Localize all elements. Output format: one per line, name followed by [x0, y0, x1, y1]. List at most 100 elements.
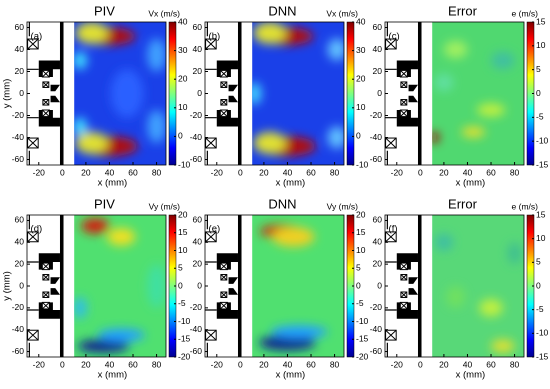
panel-label: (c) — [389, 31, 400, 42]
x-axis-label: x (mm) — [276, 370, 306, 381]
colorbar-tick-label: -5 — [356, 298, 364, 308]
nozzle — [408, 95, 418, 103]
nozzle-cross — [42, 99, 50, 106]
x-tick-label: 60 — [128, 359, 138, 369]
colorbar-label: Vy (m/s) — [149, 201, 180, 211]
y-tick-label: -60 — [370, 154, 383, 164]
x-tick-label: -20 — [33, 359, 46, 369]
colorbar-tick-label: -15 — [536, 351, 549, 361]
nozzle — [50, 288, 60, 295]
panel-label: (a) — [31, 31, 43, 42]
y-tick-label: 60 — [193, 215, 203, 225]
y-tick-label: -20 — [370, 302, 383, 312]
x-tick-label: 40 — [463, 167, 473, 177]
field-blob — [491, 339, 515, 353]
nozzle-cross — [27, 329, 39, 341]
panel-title: Error — [448, 3, 478, 18]
y-tick-label: 0 — [197, 280, 202, 290]
colorbar-tick-label: -10 — [536, 135, 549, 145]
colorbar-tick-label: 15 — [536, 16, 546, 26]
x-axis-label: x (mm) — [98, 370, 128, 381]
nozzle-line — [385, 215, 397, 357]
nozzle — [408, 84, 418, 92]
nozzle-cross — [205, 38, 217, 50]
colorbar-tick-label: 10 — [536, 40, 546, 50]
x-tick-label: 80 — [330, 167, 340, 177]
y-tick-label: 60 — [15, 22, 25, 32]
field-blob — [75, 22, 109, 44]
y-tick-label: 20 — [15, 258, 25, 268]
nozzle-cross — [220, 81, 228, 88]
field-blobs — [432, 40, 515, 143]
y-tick-label: 60 — [373, 215, 383, 225]
field-blobs — [252, 22, 344, 157]
x-tick-label: 20 — [439, 167, 449, 177]
nozzle — [237, 215, 242, 357]
x-tick-label: 60 — [306, 167, 316, 177]
field-blob — [446, 286, 466, 308]
y-tick-label: 40 — [193, 44, 203, 54]
panel-title: PIV — [94, 196, 115, 211]
panel-label: (f) — [389, 224, 398, 235]
y-tick-label: -60 — [370, 346, 383, 356]
colorbar-tick-label: 5 — [536, 257, 541, 267]
x-tick-label: 0 — [238, 359, 243, 369]
field-blob — [110, 69, 144, 118]
y-tick-label: -40 — [12, 132, 25, 142]
nozzle-cross — [400, 274, 408, 281]
x-tick-label: 0 — [418, 359, 423, 369]
nozzle — [50, 277, 60, 284]
y-tick-label: 20 — [15, 66, 25, 76]
colorbar-tick-label: 30 — [356, 45, 366, 55]
field-blob — [252, 82, 262, 105]
nozzle-line — [385, 22, 397, 165]
colorbar-label: Vy (m/s) — [327, 201, 358, 211]
field-blob — [434, 73, 454, 92]
field-blob — [74, 296, 88, 319]
field-blob — [461, 126, 486, 138]
x-tick-label: 40 — [105, 359, 115, 369]
x-tick-label: -20 — [33, 167, 46, 177]
nozzle — [417, 22, 422, 165]
colorbar-tick-label: 15 — [178, 227, 188, 237]
field-blob — [432, 132, 440, 143]
field-blob — [81, 218, 110, 234]
colorbar-tick-label: -15 — [356, 334, 369, 344]
field-blobs — [259, 224, 328, 351]
colorbar-tick-label: 30 — [178, 45, 188, 55]
field-blob — [253, 22, 287, 44]
panel-title: Error — [448, 196, 478, 211]
colorbar-tick-label: -10 — [356, 316, 369, 326]
colorbar-tick-label: 10 — [178, 245, 188, 255]
colorbar-tick-label: -5 — [178, 298, 186, 308]
field-blob — [327, 38, 344, 61]
x-tick-label: 20 — [259, 167, 269, 177]
x-tick-label: 40 — [105, 167, 115, 177]
field-blob — [147, 264, 166, 308]
y-tick-label: 0 — [197, 88, 202, 98]
nozzle — [237, 22, 242, 165]
y-tick-label: 40 — [15, 237, 25, 247]
nozzle-cross — [27, 38, 39, 50]
colorbar-tick-label: 0 — [356, 280, 361, 290]
colorbar-tick-label: 10 — [356, 102, 366, 112]
colorbar-label: Vx (m/s) — [326, 8, 358, 18]
field-blob — [253, 132, 287, 154]
field — [432, 215, 524, 357]
field-blob — [97, 328, 145, 342]
nozzle-cross — [385, 137, 397, 149]
colorbar-label: Vx (m/s) — [148, 8, 180, 18]
y-tick-label: 40 — [373, 237, 383, 247]
panel-title: PIV — [94, 3, 115, 18]
field-blob — [147, 110, 166, 143]
x-tick-label: -20 — [391, 167, 404, 177]
nozzle-cross — [41, 262, 50, 270]
field-blob — [272, 227, 315, 247]
y-tick-label: 0 — [19, 88, 24, 98]
field-blob — [443, 40, 468, 59]
y-tick-label: 0 — [377, 280, 382, 290]
y-tick-label: 40 — [373, 44, 383, 54]
nozzle-cross — [205, 231, 217, 243]
y-tick-label: -20 — [370, 110, 383, 120]
nozzle — [59, 215, 64, 357]
